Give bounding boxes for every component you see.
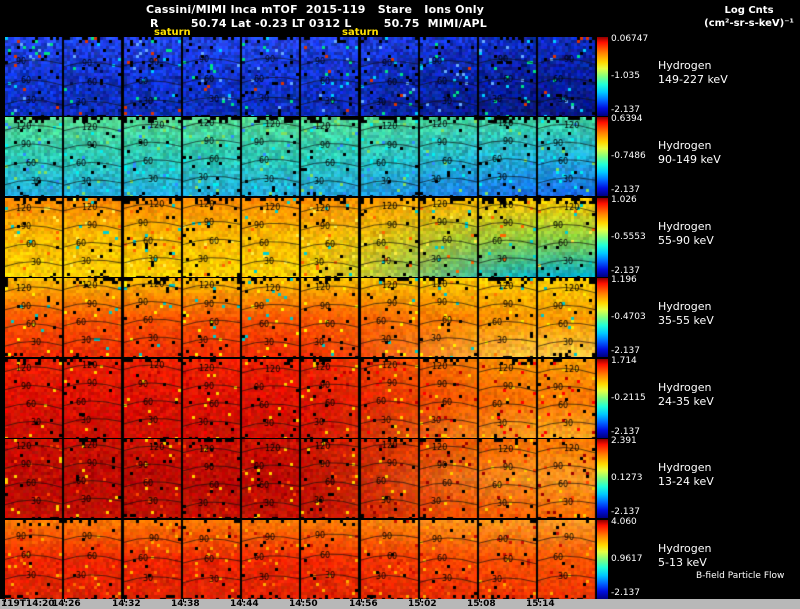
time-label-8: 15:08	[467, 599, 496, 609]
time-tick	[301, 599, 302, 602]
heatmap-row-7	[5, 520, 597, 599]
colorbar-max-row-6: 2.391	[611, 436, 637, 446]
energy-label: 24-35 keV	[658, 395, 714, 408]
heatmap-row-2	[5, 117, 597, 196]
colorbar-mid-row-4: -0.4703	[611, 312, 646, 322]
colorbar-min-row-1: -2.137	[611, 105, 641, 115]
time-tick	[64, 599, 65, 602]
saturn-label-left: saturn	[154, 27, 191, 38]
bfield-caption: B-field Particle Flow	[696, 571, 785, 581]
colorbar-min-row-5: -2.137	[611, 427, 641, 437]
plot-subtitle: R 50.74 Lat -0.23 LT 0312 L 50.75 MIMI/A…	[150, 17, 487, 30]
row-label-2: Hydrogen 90-149 keV	[658, 139, 721, 167]
species-label: Hydrogen	[658, 220, 712, 233]
colorbar-min-row-6: -2.137	[611, 507, 641, 517]
energy-label: 35-55 keV	[658, 314, 714, 327]
heatmap-row-5	[5, 359, 597, 438]
colorbar-mid-row-5: -0.2115	[611, 393, 646, 403]
time-tick	[242, 599, 243, 602]
colorbar-min-row-4: -2.137	[611, 346, 641, 356]
time-label-1: 14:26	[52, 599, 81, 609]
colorbar-mid-row-6: 0.1273	[611, 473, 643, 483]
colorbar-row-1	[597, 37, 608, 116]
colorbar-max-row-2: 0.6394	[611, 114, 643, 124]
species-label: Hydrogen	[658, 139, 712, 152]
colorbar-mid-row-1: -1.035	[611, 71, 641, 81]
row-label-4: Hydrogen 35-55 keV	[658, 300, 714, 328]
colorbar-max-row-3: 1.026	[611, 195, 637, 205]
row-label-5: Hydrogen 24-35 keV	[658, 381, 714, 409]
time-label-5: 14:50	[289, 599, 318, 609]
colorbar-min-row-7: -2.137	[611, 588, 641, 598]
time-tick	[361, 599, 362, 602]
row-label-1: Hydrogen 149-227 keV	[658, 59, 728, 87]
colorbar-min-row-2: -2.137	[611, 185, 641, 195]
time-label-2: 14:32	[112, 599, 141, 609]
colorbar-row-5	[597, 359, 608, 438]
colorbar-units-line1: Log Cnts	[724, 5, 774, 16]
colorbar-row-4	[597, 278, 608, 357]
heatmap-row-6	[5, 439, 597, 518]
time-tick	[183, 599, 184, 602]
time-label-6: 14:56	[349, 599, 378, 609]
heatmap-row-3	[5, 198, 597, 277]
colorbar-row-2	[597, 117, 608, 196]
colorbar-min-row-3: -2.137	[611, 266, 641, 276]
heatmap-row-1	[5, 37, 597, 116]
energy-label: 55-90 keV	[658, 234, 714, 247]
energy-label: 13-24 keV	[658, 475, 714, 488]
time-axis-bar	[0, 599, 800, 609]
colorbar-mid-row-2: -0.7486	[611, 151, 646, 161]
time-tick	[124, 599, 125, 602]
heatmap-row-4	[5, 278, 597, 357]
time-tick	[5, 599, 6, 602]
row-label-3: Hydrogen 55-90 keV	[658, 220, 714, 248]
colorbar-units: Log Cnts (cm²-sr-s-keV)⁻¹	[700, 4, 798, 30]
time-label-7: 15:02	[408, 599, 437, 609]
time-label-9: 15:14	[526, 599, 555, 609]
colorbar-units-line2: (cm²-sr-s-keV)⁻¹	[704, 18, 794, 29]
colorbar-max-row-4: 1.196	[611, 275, 637, 285]
saturn-label-right: saturn	[342, 27, 379, 38]
colorbar-row-3	[597, 198, 608, 277]
species-label: Hydrogen	[658, 381, 712, 394]
colorbar-row-6	[597, 439, 608, 518]
time-label-0: 119T14:20	[1, 599, 55, 609]
energy-label: 5-13 keV	[658, 556, 707, 569]
row-label-7: Hydrogen 5-13 keV	[658, 542, 712, 570]
species-label: Hydrogen	[658, 300, 712, 313]
row-label-6: Hydrogen 13-24 keV	[658, 461, 714, 489]
plot-title: Cassini/MIMI Inca mTOF 2015-119 Stare Io…	[146, 3, 485, 16]
time-label-3: 14:38	[171, 599, 200, 609]
colorbar-row-7	[597, 520, 608, 599]
colorbar-mid-row-3: -0.5553	[611, 232, 646, 242]
time-label-4: 14:44	[230, 599, 259, 609]
species-label: Hydrogen	[658, 542, 712, 555]
time-tick	[420, 599, 421, 602]
time-tick	[479, 599, 480, 602]
colorbar-max-row-5: 1.714	[611, 356, 637, 366]
energy-label: 90-149 keV	[658, 153, 721, 166]
colorbar-max-row-1: 0.06747	[611, 34, 649, 44]
energy-label: 149-227 keV	[658, 73, 728, 86]
colorbar-mid-row-7: 0.9617	[611, 554, 643, 564]
colorbar-max-row-7: 4.060	[611, 517, 637, 527]
species-label: Hydrogen	[658, 59, 712, 72]
species-label: Hydrogen	[658, 461, 712, 474]
time-tick	[538, 599, 539, 602]
